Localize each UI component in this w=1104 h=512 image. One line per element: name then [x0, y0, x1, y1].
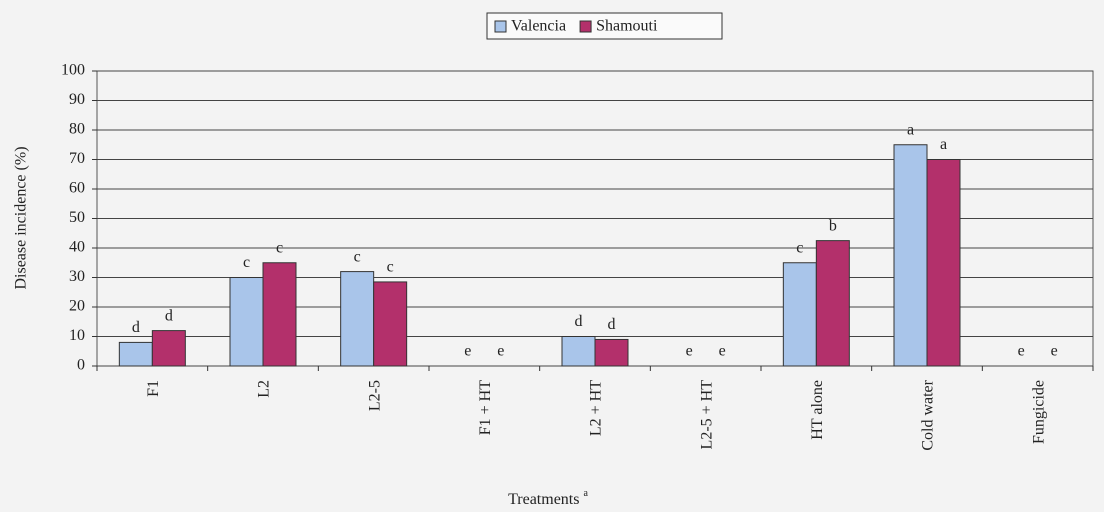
bar: [229, 277, 264, 367]
y-axis-label: Disease incidence (%): [13, 146, 30, 289]
y-tick-label: 60: [69, 180, 85, 197]
legend-label: Valencia: [511, 18, 566, 35]
bar: [151, 330, 186, 367]
x-tick-label: L2-5: [366, 380, 383, 411]
y-tick-label: 10: [69, 327, 85, 344]
y-tick-label: 70: [69, 150, 85, 167]
x-tick-label: Fungicide: [1030, 380, 1047, 444]
bar: [782, 262, 817, 367]
annotation: e: [719, 343, 726, 360]
bar: [594, 338, 629, 367]
annotation: e: [686, 343, 693, 360]
bar: [118, 341, 153, 367]
annotation: c: [243, 254, 250, 271]
bar: [815, 240, 850, 367]
y-tick-label: 90: [69, 91, 85, 108]
y-tick-label: 100: [61, 62, 85, 79]
legend-label: Shamouti: [596, 18, 658, 35]
y-tick-label: 50: [69, 209, 85, 226]
annotation: a: [907, 121, 914, 138]
x-tick-label: L2 + HT: [588, 380, 605, 436]
legend-swatch: [494, 20, 507, 33]
x-tick-label: F1 + HT: [477, 380, 494, 435]
bar: [373, 281, 408, 367]
bar: [926, 159, 961, 367]
annotation: d: [165, 307, 173, 324]
y-tick-label: 30: [69, 268, 85, 285]
bar: [262, 262, 297, 367]
y-tick-label: 40: [69, 239, 85, 256]
x-tick-label: Cold water: [920, 379, 937, 450]
annotation: a: [940, 136, 947, 153]
legend-swatch: [579, 20, 592, 33]
annotation: e: [1018, 343, 1025, 360]
bar: [561, 336, 596, 367]
bar: [893, 144, 928, 367]
annotation: b: [829, 217, 837, 234]
y-tick-label: 20: [69, 298, 85, 315]
y-tick-label: 0: [77, 357, 85, 374]
annotation: c: [276, 239, 283, 256]
legend-box: [486, 12, 723, 40]
x-tick-label: L2-5 + HT: [698, 380, 715, 450]
x-axis-label: Treatments a: [508, 488, 588, 507]
x-axis-label-text: Treatments: [508, 491, 579, 508]
annotation: e: [497, 343, 504, 360]
y-tick-label: 80: [69, 121, 85, 138]
annotation: c: [354, 248, 361, 265]
x-tick-label: L2: [256, 380, 273, 398]
x-tick-label: F1: [145, 380, 162, 397]
annotation: c: [796, 239, 803, 256]
annotation: d: [132, 319, 140, 336]
x-tick-label: HT alone: [809, 380, 826, 440]
annotation: c: [387, 259, 394, 276]
x-axis-label-note: a: [583, 488, 588, 499]
annotation: d: [575, 313, 583, 330]
annotation: e: [1051, 343, 1058, 360]
annotation: d: [608, 316, 616, 333]
annotation: e: [464, 343, 471, 360]
bar: [340, 271, 375, 367]
